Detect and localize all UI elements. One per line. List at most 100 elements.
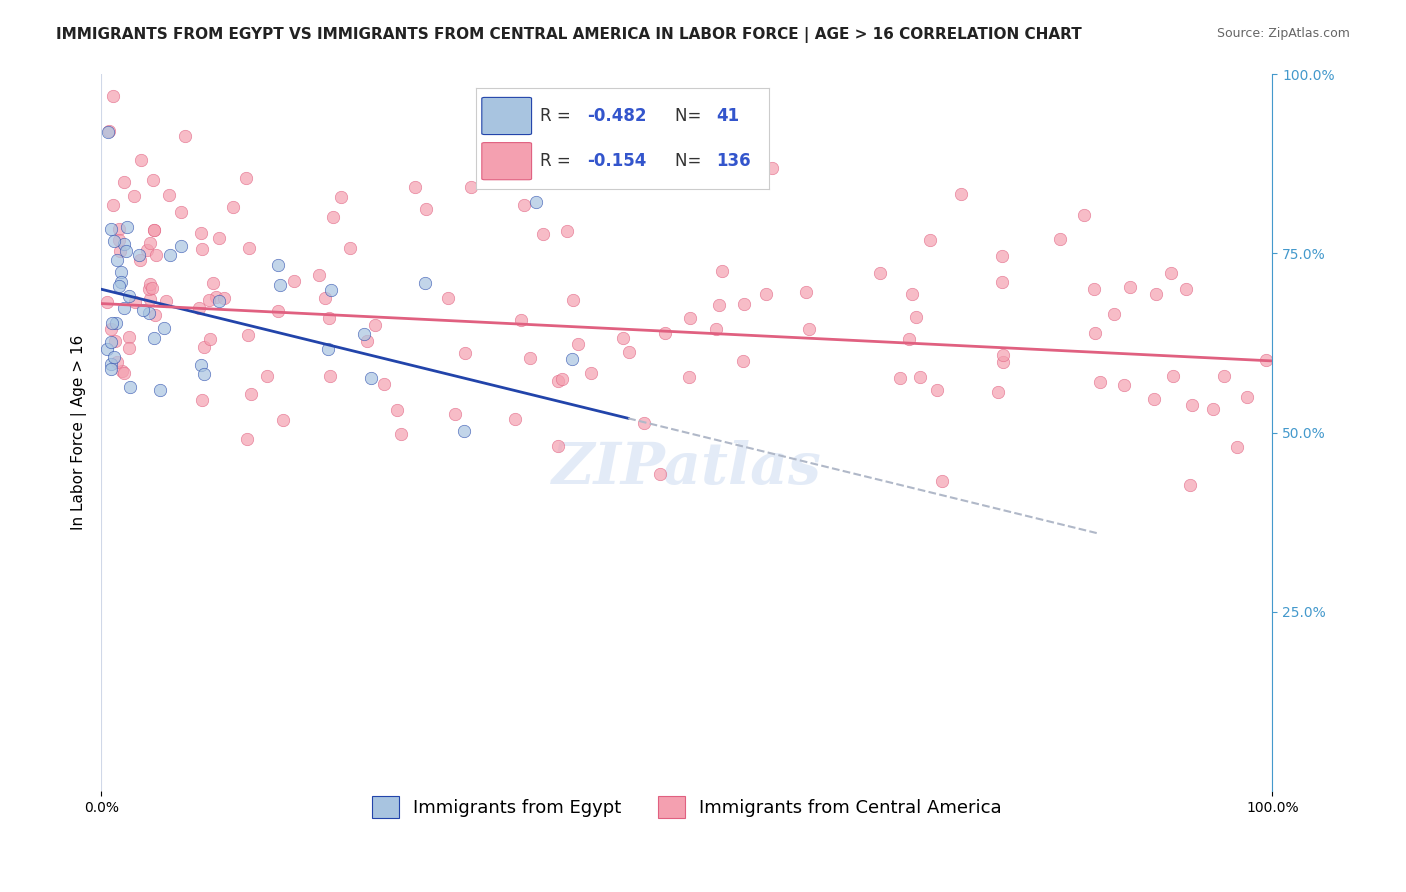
Immigrants from Central America (1104, 307, 1126, 321)
Immigrants from Central America (404, 179, 426, 194)
Immigrants from Central America (898, 332, 921, 346)
Immigrants from Central America (1226, 440, 1249, 454)
Immigrants from Egypt (149, 383, 172, 397)
Immigrants from Central America (918, 233, 941, 247)
Immigrants from Central America (256, 368, 278, 383)
Immigrants from Central America (314, 291, 336, 305)
Immigrants from Central America (239, 386, 262, 401)
Immigrants from Egypt (117, 220, 139, 235)
Immigrants from Central America (267, 304, 290, 318)
Immigrants from Central America (112, 175, 135, 189)
Immigrants from Central America (444, 407, 467, 421)
Immigrants from Central America (453, 346, 475, 360)
Immigrants from Egypt (100, 362, 122, 376)
Immigrants from Central America (991, 349, 1014, 363)
Immigrants from Central America (138, 282, 160, 296)
Immigrants from Central America (236, 432, 259, 446)
Immigrants from Central America (519, 351, 541, 365)
Immigrants from Central America (704, 321, 727, 335)
Immigrants from Central America (322, 210, 344, 224)
Immigrants from Egypt (316, 342, 339, 356)
Immigrants from Central America (794, 285, 817, 299)
Immigrants from Egypt (110, 265, 132, 279)
Immigrants from Central America (1073, 208, 1095, 222)
Immigrants from Central America (1144, 287, 1167, 301)
Immigrants from Central America (330, 190, 353, 204)
Immigrants from Egypt (112, 237, 135, 252)
Immigrants from Egypt (105, 252, 128, 267)
Immigrants from Central America (1181, 398, 1204, 412)
Immigrants from Central America (555, 224, 578, 238)
Immigrants from Central America (1213, 368, 1236, 383)
Immigrants from Central America (679, 310, 702, 325)
Immigrants from Central America (711, 263, 734, 277)
Immigrants from Central America (97, 124, 120, 138)
Immigrants from Egypt (170, 238, 193, 252)
Immigrants from Egypt (152, 321, 174, 335)
Immigrants from Central America (108, 232, 131, 246)
Immigrants from Central America (143, 308, 166, 322)
Immigrants from Central America (108, 244, 131, 259)
Immigrants from Central America (949, 187, 972, 202)
Immigrants from Central America (551, 371, 574, 385)
Immigrants from Central America (562, 293, 585, 307)
Immigrants from Central America (1175, 282, 1198, 296)
Immigrants from Central America (364, 318, 387, 332)
Immigrants from Egypt (143, 331, 166, 345)
Immigrants from Central America (191, 242, 214, 256)
Immigrants from Egypt (104, 317, 127, 331)
Immigrants from Egypt (112, 301, 135, 315)
Immigrants from Central America (155, 293, 177, 308)
Immigrants from Egypt (269, 278, 291, 293)
Immigrants from Central America (191, 392, 214, 407)
Immigrants from Egypt (138, 306, 160, 320)
Immigrants from Central America (908, 370, 931, 384)
Immigrants from Central America (755, 287, 778, 301)
Immigrants from Central America (567, 337, 589, 351)
Immigrants from Egypt (110, 275, 132, 289)
Immigrants from Egypt (118, 380, 141, 394)
Immigrants from Central America (143, 223, 166, 237)
Immigrants from Central America (1114, 378, 1136, 392)
Immigrants from Central America (733, 296, 755, 310)
Immigrants from Central America (122, 189, 145, 203)
Immigrants from Central America (235, 171, 257, 186)
Immigrants from Central America (389, 426, 412, 441)
Immigrants from Central America (1254, 352, 1277, 367)
Immigrants from Central America (187, 301, 209, 315)
Immigrants from Egypt (159, 248, 181, 262)
Immigrants from Central America (138, 236, 160, 251)
Immigrants from Central America (889, 370, 911, 384)
Immigrants from Egypt (103, 235, 125, 249)
Immigrants from Central America (1142, 392, 1164, 406)
Immigrants from Central America (510, 313, 533, 327)
Immigrants from Egypt (267, 258, 290, 272)
Immigrants from Central America (157, 188, 180, 202)
Immigrants from Central America (339, 241, 361, 255)
Immigrants from Central America (991, 355, 1014, 369)
Immigrants from Central America (198, 332, 221, 346)
Immigrants from Egypt (103, 351, 125, 365)
Immigrants from Central America (104, 334, 127, 348)
Immigrants from Central America (799, 322, 821, 336)
Legend: Immigrants from Egypt, Immigrants from Central America: Immigrants from Egypt, Immigrants from C… (364, 789, 1010, 825)
Immigrants from Central America (1202, 401, 1225, 416)
Immigrants from Egypt (524, 195, 547, 210)
Immigrants from Egypt (108, 279, 131, 293)
Immigrants from Central America (111, 364, 134, 378)
Immigrants from Central America (987, 384, 1010, 399)
Immigrants from Central America (581, 366, 603, 380)
Immigrants from Central America (531, 227, 554, 242)
Immigrants from Central America (117, 330, 139, 344)
Text: Source: ZipAtlas.com: Source: ZipAtlas.com (1216, 27, 1350, 40)
Immigrants from Central America (925, 383, 948, 397)
Immigrants from Central America (1180, 478, 1202, 492)
Immigrants from Egypt (118, 289, 141, 303)
Immigrants from Central America (1084, 326, 1107, 341)
Immigrants from Central America (193, 340, 215, 354)
Immigrants from Egypt (353, 327, 375, 342)
Immigrants from Central America (124, 294, 146, 309)
Immigrants from Central America (135, 243, 157, 257)
Immigrants from Central America (271, 413, 294, 427)
Immigrants from Central America (129, 153, 152, 167)
